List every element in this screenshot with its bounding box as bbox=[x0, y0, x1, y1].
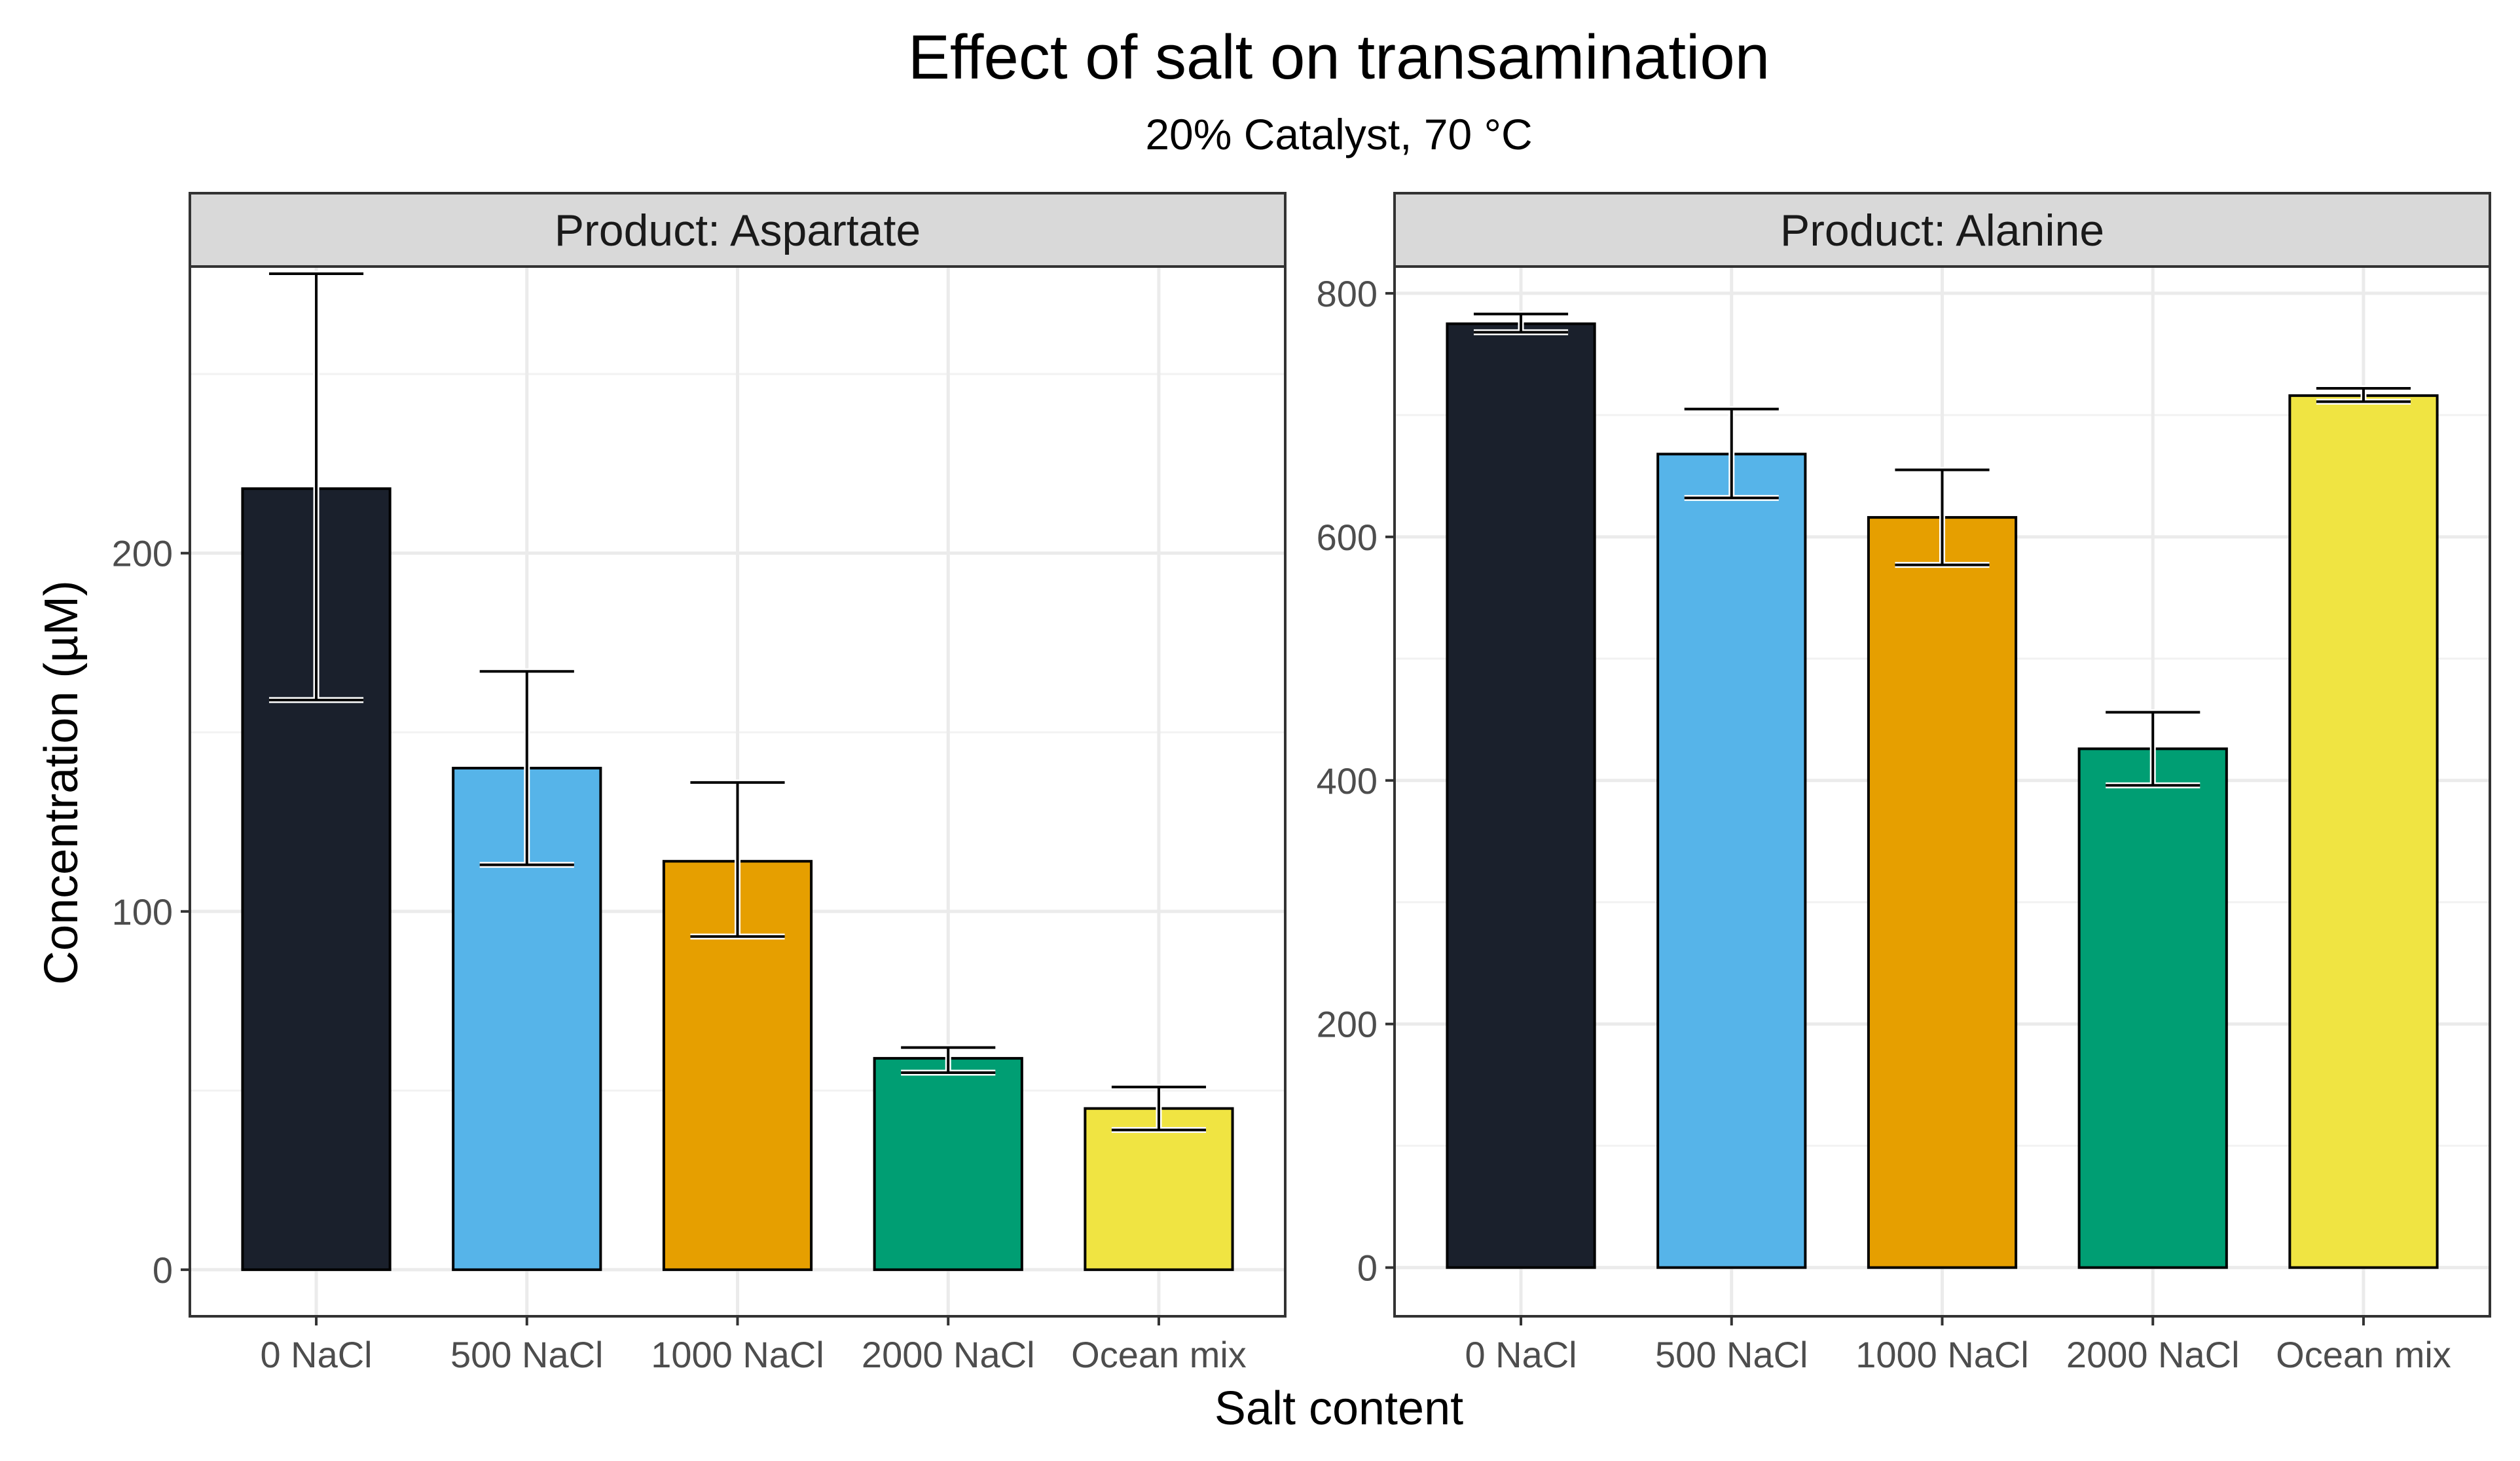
x-tick-label: 1000 NaCl bbox=[651, 1334, 824, 1375]
y-tick-label: 400 bbox=[1317, 760, 1378, 802]
error-bar bbox=[1684, 406, 1779, 501]
x-tick-label: Ocean mix bbox=[1071, 1334, 1247, 1375]
error-bar bbox=[2316, 385, 2411, 405]
error-bar bbox=[268, 270, 364, 703]
chart-subtitle: 20% Catalyst, 70 °C bbox=[1145, 110, 1532, 158]
y-tick-label: 200 bbox=[112, 533, 173, 574]
chart-title: Effect of salt on transamination bbox=[908, 22, 1770, 92]
y-tick-label: 100 bbox=[112, 891, 173, 933]
x-tick-label: Ocean mix bbox=[2276, 1334, 2451, 1375]
x-tick-label: 2000 NaCl bbox=[2066, 1334, 2240, 1375]
bar-2000-nacl bbox=[2077, 747, 2228, 1269]
y-tick-label: 0 bbox=[153, 1249, 173, 1291]
facet-strip-label: Product: Alanine bbox=[1780, 206, 2104, 255]
bar-1000-nacl bbox=[1867, 516, 2018, 1269]
error-bar bbox=[1111, 1084, 1207, 1134]
y-tick-label: 600 bbox=[1317, 517, 1378, 558]
x-tick-label: 500 NaCl bbox=[1655, 1334, 1808, 1375]
bar-500-nacl bbox=[1656, 453, 1807, 1269]
error-bar bbox=[1895, 467, 1990, 568]
y-tick-label: 800 bbox=[1317, 273, 1378, 314]
facet-strip bbox=[189, 192, 1287, 268]
y-axis-title: Concentration (µM) bbox=[35, 580, 88, 985]
y-tick-label: 0 bbox=[1357, 1248, 1378, 1289]
bar-ocean-mix bbox=[2288, 394, 2439, 1269]
x-tick-label: 500 NaCl bbox=[450, 1334, 603, 1375]
bar-0-nacl bbox=[1446, 322, 1596, 1269]
bar-2000-nacl bbox=[873, 1057, 1023, 1271]
y-tick-label: 200 bbox=[1317, 1004, 1378, 1045]
x-tick-label: 2000 NaCl bbox=[862, 1334, 1035, 1375]
error-bar bbox=[479, 668, 574, 868]
error-bar bbox=[690, 779, 785, 940]
error-bar bbox=[901, 1045, 996, 1076]
x-tick-label: 1000 NaCl bbox=[1855, 1334, 2029, 1375]
error-bar bbox=[2106, 709, 2200, 788]
x-tick-label: 0 NaCl bbox=[260, 1334, 372, 1375]
facet-strip bbox=[1393, 192, 2491, 268]
x-axis-title: Salt content bbox=[1214, 1382, 1463, 1435]
x-tick-label: 0 NaCl bbox=[1465, 1334, 1577, 1375]
error-bar bbox=[1473, 311, 1569, 335]
bar-ocean-mix bbox=[1084, 1107, 1234, 1271]
facet-strip-label: Product: Aspartate bbox=[555, 206, 921, 255]
facet-panel-2: Product: Alanine 0 200 400 600 800 0 NaCl 500 N… bbox=[1317, 192, 2491, 1375]
